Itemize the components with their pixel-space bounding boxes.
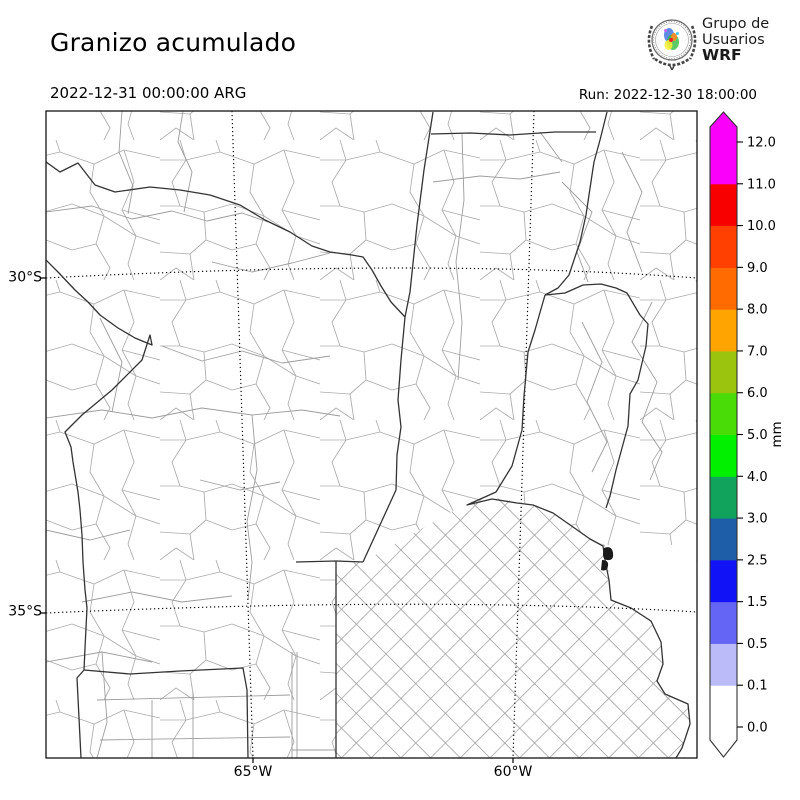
colorbar-segment [710, 267, 737, 310]
colorbar-segment [710, 350, 737, 394]
logo-line-1: Grupo de [702, 16, 770, 32]
page-title: Granizo acumulado [50, 28, 297, 57]
axis-tick-marks [41, 277, 514, 763]
colorbar-under-arrow [710, 727, 737, 757]
colorbar-segment [710, 601, 737, 644]
buenos-aires-city-mark [601, 547, 614, 571]
colorbar-tick-label: 5.0 [747, 428, 768, 443]
colorbar-segment [710, 685, 737, 728]
lon-tick-label: 65°W [233, 764, 273, 780]
colorbar-tick-label: 0.1 [747, 679, 768, 694]
colorbar-tick-label: 9.0 [747, 261, 768, 276]
colorbar-segment [710, 225, 737, 268]
colorbar-segment [710, 142, 737, 185]
colorbar-segment [710, 434, 737, 477]
department-boundaries [46, 111, 663, 758]
colorbar-segment [710, 309, 737, 352]
lat-tick-label: 35°S [8, 603, 42, 620]
colorbar-tick-label: 12.0 [747, 136, 776, 151]
logo-line-2: Usuarios [702, 31, 765, 48]
run-time-label: Run: 2022-12-30 18:00:00 [578, 87, 757, 103]
colorbar-tick-label: 8.0 [747, 303, 768, 318]
colorbar-tick-label: 3.0 [747, 512, 768, 527]
lat-tick-label: 30°S [8, 269, 42, 286]
colorbar-tick-label: 1.5 [747, 595, 768, 610]
colorbar-segment [710, 392, 737, 435]
valid-time-label: 2022-12-31 00:00:00 ARG [50, 84, 247, 102]
colorbar-units-label: mm [769, 421, 785, 447]
map-content [46, 111, 697, 758]
lon-tick-label: 60°W [493, 764, 533, 780]
colorbar-segment [710, 476, 737, 519]
wrf-logo-text: Grupo de Usuarios WRF [702, 16, 770, 64]
colorbar-tick-label: 6.0 [747, 386, 768, 401]
colorbar-segment [710, 183, 737, 227]
colorbar-tick-label: 0.5 [747, 637, 768, 652]
colorbar-tick-label: 0.0 [747, 721, 768, 736]
colorbar-segment [710, 643, 737, 686]
rio-de-la-plata-water [605, 545, 697, 758]
province-boundaries [46, 111, 691, 758]
logo-line-3: WRF [702, 46, 742, 64]
colorbar-tick-label: 4.0 [747, 470, 768, 485]
colorbar-outline [709, 111, 738, 758]
colorbar-tick-label: 7.0 [747, 344, 768, 359]
map-frame [45, 110, 698, 759]
colorbar-tick-label: 11.0 [747, 177, 776, 192]
wrf-logo-icon [647, 19, 697, 70]
colorbar-segment [710, 518, 737, 561]
colorbar-over-arrow [710, 112, 737, 142]
colorbar-tick-label: 10.0 [747, 219, 776, 234]
colorbar: 0.0 0.1 0.5 1.5 2.5 3.0 4.0 5.0 6.0 7.0 8.0 9.0 10.0… [709, 111, 785, 758]
colorbar-tick-label: 2.5 [747, 553, 768, 568]
colorbar-segment [710, 559, 737, 603]
